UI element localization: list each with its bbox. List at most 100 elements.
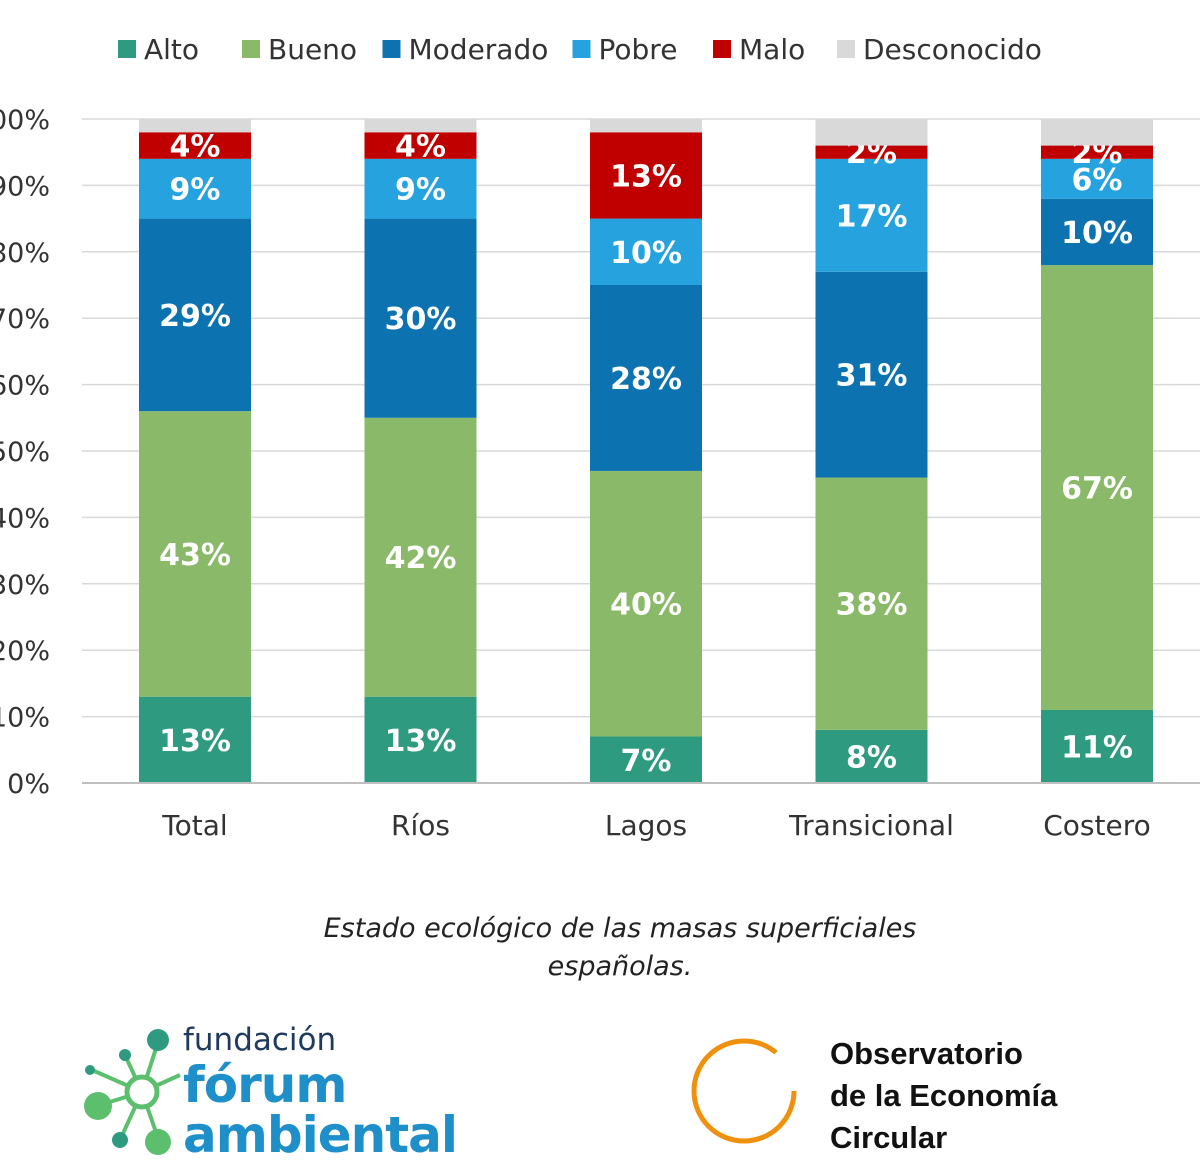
legend-label: Desconocido <box>863 33 1042 66</box>
data-label: 4% <box>170 130 221 165</box>
stacked-bar-chart: Alto Bueno Moderado Pobre Malo Desconocido 0%… <box>0 33 1200 842</box>
data-label: 38% <box>836 588 908 623</box>
observatorio-economia-circular-logo: Observatorio de la Economía Circular <box>680 1025 1140 1165</box>
y-axis: 0% 10% 20% 30% 40% 50% 60% 70% 80% 90% 100% <box>0 105 50 800</box>
data-label: 29% <box>159 299 231 334</box>
data-label: 13% <box>159 724 231 759</box>
y-tick-label: 60% <box>0 371 50 402</box>
data-label: 8% <box>846 740 897 775</box>
data-label: 67% <box>1061 472 1133 507</box>
forum-label: fórum <box>183 1056 347 1114</box>
data-label: 13% <box>385 724 457 759</box>
data-label: 6% <box>1072 163 1123 198</box>
bar-segment <box>364 696 477 783</box>
data-label: 40% <box>610 588 682 623</box>
y-tick-label: 20% <box>0 636 50 667</box>
legend-swatch <box>118 40 136 58</box>
y-tick-label: 100% <box>0 105 50 136</box>
legend-swatch <box>713 40 731 58</box>
data-label: 42% <box>385 541 457 576</box>
bar-segment <box>139 119 251 133</box>
bars: 13% 43% 29% 9% 4% 13% 42% 30% 9% 4% 7% 40% 28% 10% 13%… <box>139 119 1153 783</box>
y-tick-label: 40% <box>0 503 50 534</box>
bar-segment <box>590 285 702 471</box>
bar-segment <box>815 271 928 478</box>
orange-ring-icon <box>691 1038 797 1144</box>
legend-swatch <box>382 40 401 58</box>
molecule-icon <box>84 1029 181 1155</box>
bar-segment <box>139 696 251 783</box>
data-label: 7% <box>621 744 672 779</box>
legend-label: Pobre <box>599 33 678 66</box>
data-label: 10% <box>610 236 682 271</box>
fundacion-forum-ambiental-logo: fundación fórum ambiental <box>80 1020 510 1170</box>
legend-swatch <box>242 40 260 58</box>
data-label: 4% <box>395 130 446 165</box>
x-tick-label: Transicional <box>788 809 954 842</box>
bar-segment <box>590 119 702 133</box>
bar-segment <box>1041 198 1153 266</box>
bar-segment <box>815 729 928 783</box>
legend-label: Moderado <box>409 33 549 66</box>
data-label: 9% <box>395 173 446 208</box>
bar-segment <box>364 218 477 418</box>
data-label: 43% <box>159 538 231 573</box>
legend-swatch <box>572 40 591 58</box>
legend-swatch <box>837 40 855 58</box>
data-label: 31% <box>836 359 908 394</box>
x-tick-label: Ríos <box>391 809 450 842</box>
bar-segment <box>139 411 251 697</box>
bar-segment <box>1041 119 1153 146</box>
bar-segment <box>364 417 477 697</box>
bar-segment <box>1041 158 1153 199</box>
data-label: 11% <box>1061 730 1133 765</box>
legend-label: Bueno <box>268 33 357 66</box>
data-label: 30% <box>385 302 457 337</box>
y-tick-label: 80% <box>0 238 50 269</box>
data-label: 9% <box>170 173 221 208</box>
bar-segment <box>590 218 702 285</box>
bar-segment <box>590 132 702 219</box>
y-tick-label: 0% <box>7 769 50 800</box>
bar-segment <box>815 158 928 272</box>
y-tick-label: 50% <box>0 437 50 468</box>
observatorio-line-3: Circular <box>830 1120 948 1155</box>
data-label: 28% <box>610 362 682 397</box>
bar-segment <box>364 158 477 219</box>
x-tick-label: Total <box>161 809 227 842</box>
bar-segment <box>364 119 477 133</box>
data-label: 17% <box>836 199 908 234</box>
bar-segment <box>1041 709 1153 783</box>
y-tick-label: 70% <box>0 304 50 335</box>
bar-segment <box>590 470 702 737</box>
observatorio-text: Observatorio de la Economía Circular <box>830 1033 1057 1159</box>
bar-segment <box>139 218 251 412</box>
bar-segment <box>139 132 251 159</box>
x-axis: Total Ríos Lagos Transicional Costero <box>82 782 1200 842</box>
y-tick-label: 30% <box>0 570 50 601</box>
observatorio-line-2: de la Economía <box>830 1078 1058 1113</box>
y-tick-label: 90% <box>0 171 50 202</box>
legend: Alto Bueno Moderado Pobre Malo Desconocido <box>118 33 1042 66</box>
data-label: 13% <box>610 159 682 194</box>
bar-segment <box>1041 145 1153 159</box>
chart-caption: Estado ecológico de las masas superficia… <box>200 910 1040 986</box>
bar-segment <box>815 477 928 730</box>
bar-segment <box>815 119 928 146</box>
bar-segment <box>590 736 702 783</box>
fundacion-label: fundación <box>183 1022 337 1058</box>
x-tick-label: Lagos <box>605 809 687 842</box>
legend-label: Alto <box>144 33 199 66</box>
data-label: 10% <box>1061 216 1133 251</box>
bar-segment <box>1041 265 1153 710</box>
caption-line-1: Estado ecológico de las masas superficia… <box>323 913 917 944</box>
observatorio-line-1: Observatorio <box>830 1036 1023 1071</box>
ambiental-label: ambiental <box>183 1106 458 1164</box>
bar-segment <box>139 158 251 219</box>
bar-segment <box>364 132 477 159</box>
legend-label: Malo <box>739 33 805 66</box>
y-tick-label: 10% <box>0 703 50 734</box>
caption-line-2: españolas. <box>547 951 693 982</box>
x-tick-label: Costero <box>1043 809 1151 842</box>
bar-segment <box>815 145 928 159</box>
